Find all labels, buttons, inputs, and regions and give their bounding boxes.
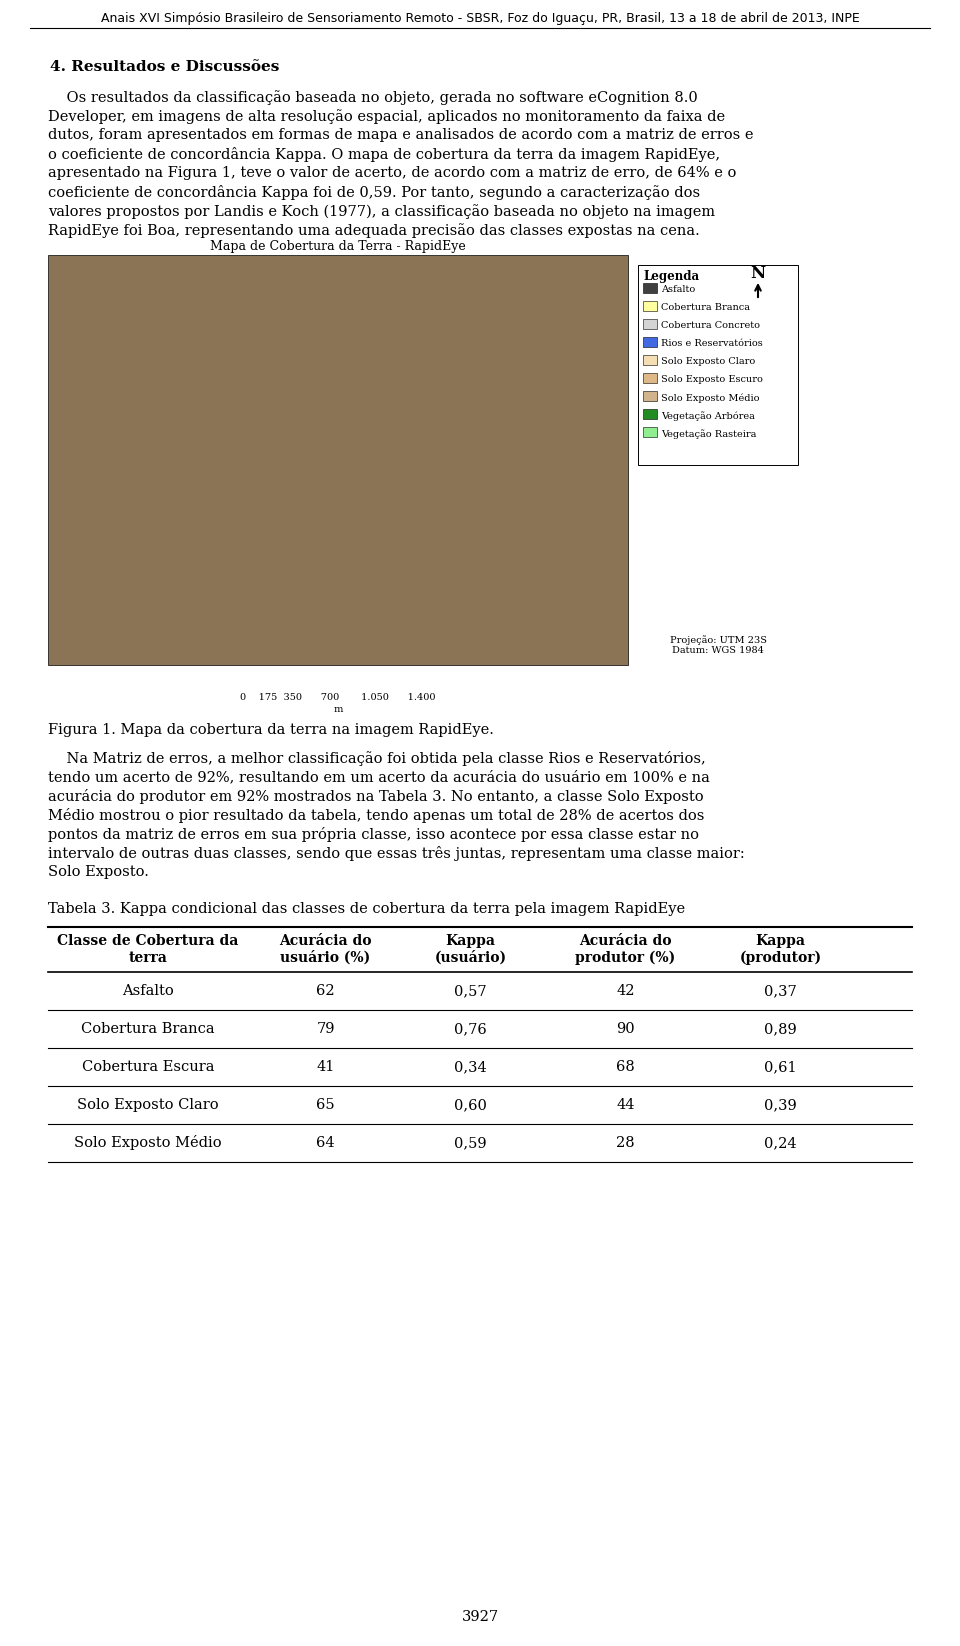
Text: Acurácia do
usuário (%): Acurácia do usuário (%): [279, 935, 372, 965]
Text: 0,39: 0,39: [764, 1098, 797, 1113]
Bar: [643, 408, 657, 420]
Text: Solo Exposto.: Solo Exposto.: [48, 866, 149, 879]
Text: dutos, foram apresentados em formas de mapa e analisados de acordo com a matriz : dutos, foram apresentados em formas de m…: [48, 128, 754, 142]
Text: 44: 44: [616, 1098, 635, 1113]
Bar: [643, 337, 657, 347]
Text: acurácia do produtor em 92% mostrados na Tabela 3. No entanto, a classe Solo Exp: acurácia do produtor em 92% mostrados na…: [48, 788, 704, 803]
Text: Kappa
(usuário): Kappa (usuário): [435, 935, 507, 965]
Text: 64: 64: [316, 1136, 335, 1151]
Text: Cobertura Concreto: Cobertura Concreto: [661, 321, 760, 329]
Text: o coeficiente de concordância Kappa. O mapa de cobertura da terra da imagem Rapi: o coeficiente de concordância Kappa. O m…: [48, 146, 720, 161]
Text: Cobertura Branca: Cobertura Branca: [661, 303, 750, 313]
Text: 3927: 3927: [462, 1610, 498, 1625]
Text: Vegetação Arbórea: Vegetação Arbórea: [661, 412, 755, 421]
Text: coeficiente de concordância Kappa foi de 0,59. Por tanto, segundo a caracterizaç: coeficiente de concordância Kappa foi de…: [48, 184, 700, 201]
Text: valores propostos por Landis e Koch (1977), a classificação baseada no objeto na: valores propostos por Landis e Koch (197…: [48, 204, 715, 219]
Text: tendo um acerto de 92%, resultando em um acerto da acurácia do usuário em 100% e: tendo um acerto de 92%, resultando em um…: [48, 770, 709, 783]
Bar: [643, 283, 657, 293]
Text: 79: 79: [316, 1022, 335, 1035]
Text: 0,60: 0,60: [454, 1098, 487, 1113]
Text: Os resultados da classificação baseada no objeto, gerada no software eCognition : Os resultados da classificação baseada n…: [48, 91, 698, 105]
Text: Médio mostrou o pior resultado da tabela, tendo apenas um total de 28% de acerto: Médio mostrou o pior resultado da tabela…: [48, 808, 705, 823]
Text: Figura 1. Mapa da cobertura da terra na imagem RapidEye.: Figura 1. Mapa da cobertura da terra na …: [48, 723, 493, 737]
Text: Kappa
(produtor): Kappa (produtor): [739, 935, 822, 965]
Text: 0,76: 0,76: [454, 1022, 487, 1035]
Text: 0,57: 0,57: [454, 984, 487, 997]
Bar: [643, 319, 657, 329]
Text: pontos da matriz de erros em sua própria classe, isso acontece por essa classe e: pontos da matriz de erros em sua própria…: [48, 826, 699, 843]
Text: Cobertura Escura: Cobertura Escura: [82, 1060, 214, 1073]
Text: 42: 42: [616, 984, 635, 997]
Text: Rios e Reservatórios: Rios e Reservatórios: [661, 339, 763, 347]
Text: 65: 65: [316, 1098, 335, 1113]
Text: 0,24: 0,24: [764, 1136, 797, 1151]
Text: Solo Exposto Escuro: Solo Exposto Escuro: [661, 375, 763, 384]
Bar: [643, 374, 657, 384]
Text: apresentado na Figura 1, teve o valor de acerto, de acordo com a matriz de erro,: apresentado na Figura 1, teve o valor de…: [48, 166, 736, 179]
Text: RapidEye foi Boa, representando uma adequada precisão das classes expostas na ce: RapidEye foi Boa, representando uma adeq…: [48, 222, 700, 239]
Bar: [48, 927, 912, 973]
Text: intervalo de outras duas classes, sendo que essas três juntas, representam uma c: intervalo de outras duas classes, sendo …: [48, 846, 745, 861]
Text: Cobertura Branca: Cobertura Branca: [82, 1022, 215, 1035]
Text: 41: 41: [316, 1060, 335, 1073]
Text: Projeção: UTM 23S
Datum: WGS 1984: Projeção: UTM 23S Datum: WGS 1984: [669, 635, 766, 655]
Text: Solo Exposto Claro: Solo Exposto Claro: [77, 1098, 219, 1113]
Text: Mapa de Cobertura da Terra - RapidEye: Mapa de Cobertura da Terra - RapidEye: [210, 240, 466, 253]
Bar: [643, 301, 657, 311]
Text: Developer, em imagens de alta resolução espacial, aplicados no monitoramento da : Developer, em imagens de alta resolução …: [48, 109, 725, 123]
Text: 90: 90: [616, 1022, 635, 1035]
Text: 0,34: 0,34: [454, 1060, 487, 1073]
Text: 0,61: 0,61: [764, 1060, 797, 1073]
Text: 0    175  350      700       1.050      1.400: 0 175 350 700 1.050 1.400: [240, 693, 436, 701]
Text: 62: 62: [316, 984, 335, 997]
Bar: [643, 392, 657, 402]
Text: Solo Exposto Médio: Solo Exposto Médio: [74, 1136, 222, 1151]
Text: 68: 68: [616, 1060, 635, 1073]
Text: Legenda: Legenda: [643, 270, 699, 283]
Text: 0,59: 0,59: [454, 1136, 487, 1151]
Text: N: N: [751, 265, 765, 281]
Text: Asfalto: Asfalto: [661, 285, 695, 295]
Text: 28: 28: [616, 1136, 635, 1151]
Text: 0,37: 0,37: [764, 984, 797, 997]
Text: Solo Exposto Claro: Solo Exposto Claro: [661, 357, 756, 365]
Text: Asfalto: Asfalto: [122, 984, 174, 997]
Text: Na Matriz de erros, a melhor classificação foi obtida pela classe Rios e Reserva: Na Matriz de erros, a melhor classificaç…: [48, 751, 706, 765]
Bar: [643, 356, 657, 365]
Text: Anais XVI Simpósio Brasileiro de Sensoriamento Remoto - SBSR, Foz do Iguaçu, PR,: Anais XVI Simpósio Brasileiro de Sensori…: [101, 12, 859, 25]
Text: Acurácia do
produtor (%): Acurácia do produtor (%): [575, 935, 676, 965]
Text: 4. Resultados e Discussões: 4. Resultados e Discussões: [50, 59, 279, 74]
Text: m: m: [333, 704, 343, 714]
Bar: [638, 265, 798, 466]
Bar: [48, 255, 628, 665]
Text: Tabela 3. Kappa condicional das classes de cobertura da terra pela imagem RapidE: Tabela 3. Kappa condicional das classes …: [48, 902, 685, 917]
Text: Vegetação Rasteira: Vegetação Rasteira: [661, 430, 756, 439]
Text: 0,89: 0,89: [764, 1022, 797, 1035]
Text: Classe de Cobertura da
terra: Classe de Cobertura da terra: [58, 935, 239, 965]
Bar: [643, 426, 657, 436]
Text: Solo Exposto Médio: Solo Exposto Médio: [661, 393, 759, 403]
